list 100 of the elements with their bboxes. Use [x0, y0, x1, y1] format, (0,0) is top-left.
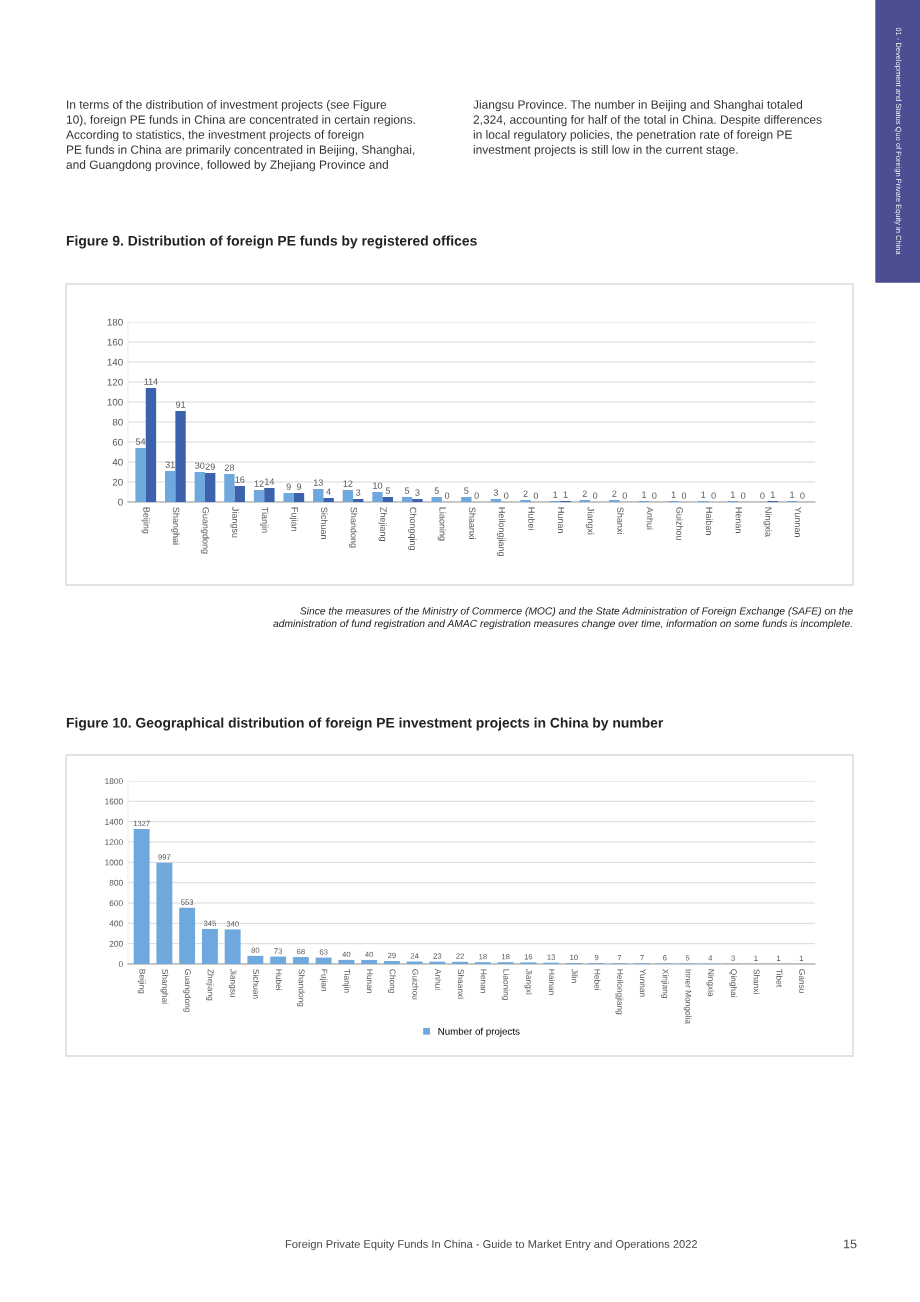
y-tick-label: 60 [112, 438, 123, 446]
bar [313, 489, 324, 502]
x-tick-label: Hunan [366, 969, 373, 993]
text: Jiangsu Province. The number in Beijing and Shanghai totaled 2,324, accounting for half of the total in China. Despite differences in local regulatory policies, the penetration rate of foreign PE investment projects is still low in the current stage. [473, 100, 822, 157]
x-tick-label: Shandong [297, 969, 305, 1007]
bar [382, 497, 394, 502]
x-tick-label: Tianjin [260, 507, 269, 533]
y-tick-label: 180 [107, 318, 123, 326]
y-tick-label: 1000 [105, 859, 123, 866]
data-label: 4 [326, 488, 331, 495]
bar [461, 497, 472, 502]
bar [201, 928, 218, 964]
bar [234, 486, 245, 502]
x-tick-label: Henan [480, 969, 487, 993]
bar [165, 471, 176, 502]
x-tick-label: Hunan [557, 507, 565, 533]
data-label: 0 [592, 492, 598, 499]
data-label: 0 [533, 492, 539, 499]
bar [175, 411, 186, 502]
x-tick-label: Fujian [289, 507, 299, 531]
x-tick-label: Anhui [646, 506, 654, 530]
bar [401, 497, 413, 502]
bar [412, 499, 423, 502]
data-label: 9 [286, 483, 291, 490]
data-label: 54 [135, 438, 146, 445]
bar [145, 388, 157, 502]
y-tick-label: 1600 [105, 798, 123, 805]
data-label: 3 [415, 489, 420, 496]
x-tick-label: Jiangsu [228, 968, 237, 998]
bar [372, 492, 383, 502]
x-tick-label: Guangdong [183, 969, 192, 1012]
x-tick-label: Guizhou [676, 507, 683, 540]
x-tick-label: Haiban [705, 507, 713, 535]
y-tick-label: 100 [107, 398, 123, 406]
data-label: 5 [385, 487, 390, 494]
x-tick-label: Shaanxi [457, 969, 465, 999]
x-tick-label: Shaanxi [469, 507, 476, 539]
data-label: 1 [671, 491, 676, 498]
chart-title: Figure 10. Geographical distribution of foreign PE investment projects in China by number [66, 717, 664, 731]
x-tick-label: Chongqing [408, 507, 417, 550]
x-tick-label: Sichuan [253, 969, 260, 999]
data-label: 0 [741, 492, 746, 499]
data-label: 0 [622, 492, 627, 499]
x-tick-label: Liaoning [437, 507, 447, 541]
text: 15 [844, 1239, 857, 1249]
data-label: 114 [144, 378, 158, 385]
data-label: 0 [711, 492, 716, 499]
x-tick-label: Zhejiang [206, 969, 214, 1001]
data-label: 31 [165, 461, 175, 468]
x-tick-label: Jiangsu [230, 507, 239, 538]
data-label: 10 [373, 482, 383, 489]
data-label: 3 [356, 489, 361, 496]
x-tick-label: Shanxi [617, 507, 624, 534]
y-tick-label: 0 [118, 961, 123, 968]
x-tick-label: Beijing [141, 507, 150, 534]
x-tick-label: Tianjin [342, 969, 351, 993]
x-tick-label: Heilongjiang [496, 507, 506, 556]
x-tick-label: Xinjiang [660, 969, 669, 998]
y-tick-label: 1400 [105, 818, 123, 825]
x-tick-label: Shanghai [160, 969, 169, 1004]
y-tick-label: 160 [107, 338, 123, 346]
data-label: 14 [265, 478, 275, 485]
data-label: 28 [224, 464, 235, 471]
y-tick-label: 200 [109, 940, 123, 947]
x-tick-label: Shandong [348, 507, 358, 548]
bar [247, 955, 264, 964]
bar [293, 493, 305, 502]
bar [224, 474, 235, 502]
y-tick-label: 1200 [105, 839, 123, 846]
data-label: 5 [404, 487, 410, 494]
bar [253, 490, 265, 502]
data-label: 2 [523, 490, 528, 497]
y-tick-label: 40 [112, 458, 123, 466]
bar [283, 493, 294, 502]
bar [338, 959, 355, 964]
x-tick-label: Hainan [548, 969, 555, 995]
bar [383, 961, 400, 964]
data-label: 0 [474, 492, 479, 499]
data-label: 30 [195, 462, 205, 469]
y-tick-label: 400 [109, 920, 123, 927]
y-tick-label: 80 [112, 418, 123, 426]
bar [204, 473, 216, 502]
bar [361, 959, 378, 964]
data-label: 5 [434, 487, 439, 494]
data-label: 0 [681, 492, 687, 499]
data-label: 9 [296, 483, 302, 490]
x-tick-label: Heilongjiang [615, 969, 624, 1015]
x-tick-label: Hubei [275, 969, 283, 991]
x-tick-label: Beijing [137, 969, 146, 994]
x-tick-label: Ningxia [706, 969, 715, 997]
bar [156, 862, 173, 964]
x-tick-label: Qinghai [729, 969, 737, 998]
x-tick-label: Sichuan [321, 507, 328, 539]
data-label: 0 [504, 492, 509, 499]
data-label: 12 [254, 480, 264, 487]
data-label: 0 [652, 492, 657, 499]
data-label: 1 [790, 491, 795, 498]
text: Foreign Private Equity Funds In China - Guide to Market Entry and Operations 2022 [285, 1239, 697, 1251]
x-tick-label: Guizhou [412, 969, 419, 1000]
data-label: 16 [235, 476, 245, 483]
